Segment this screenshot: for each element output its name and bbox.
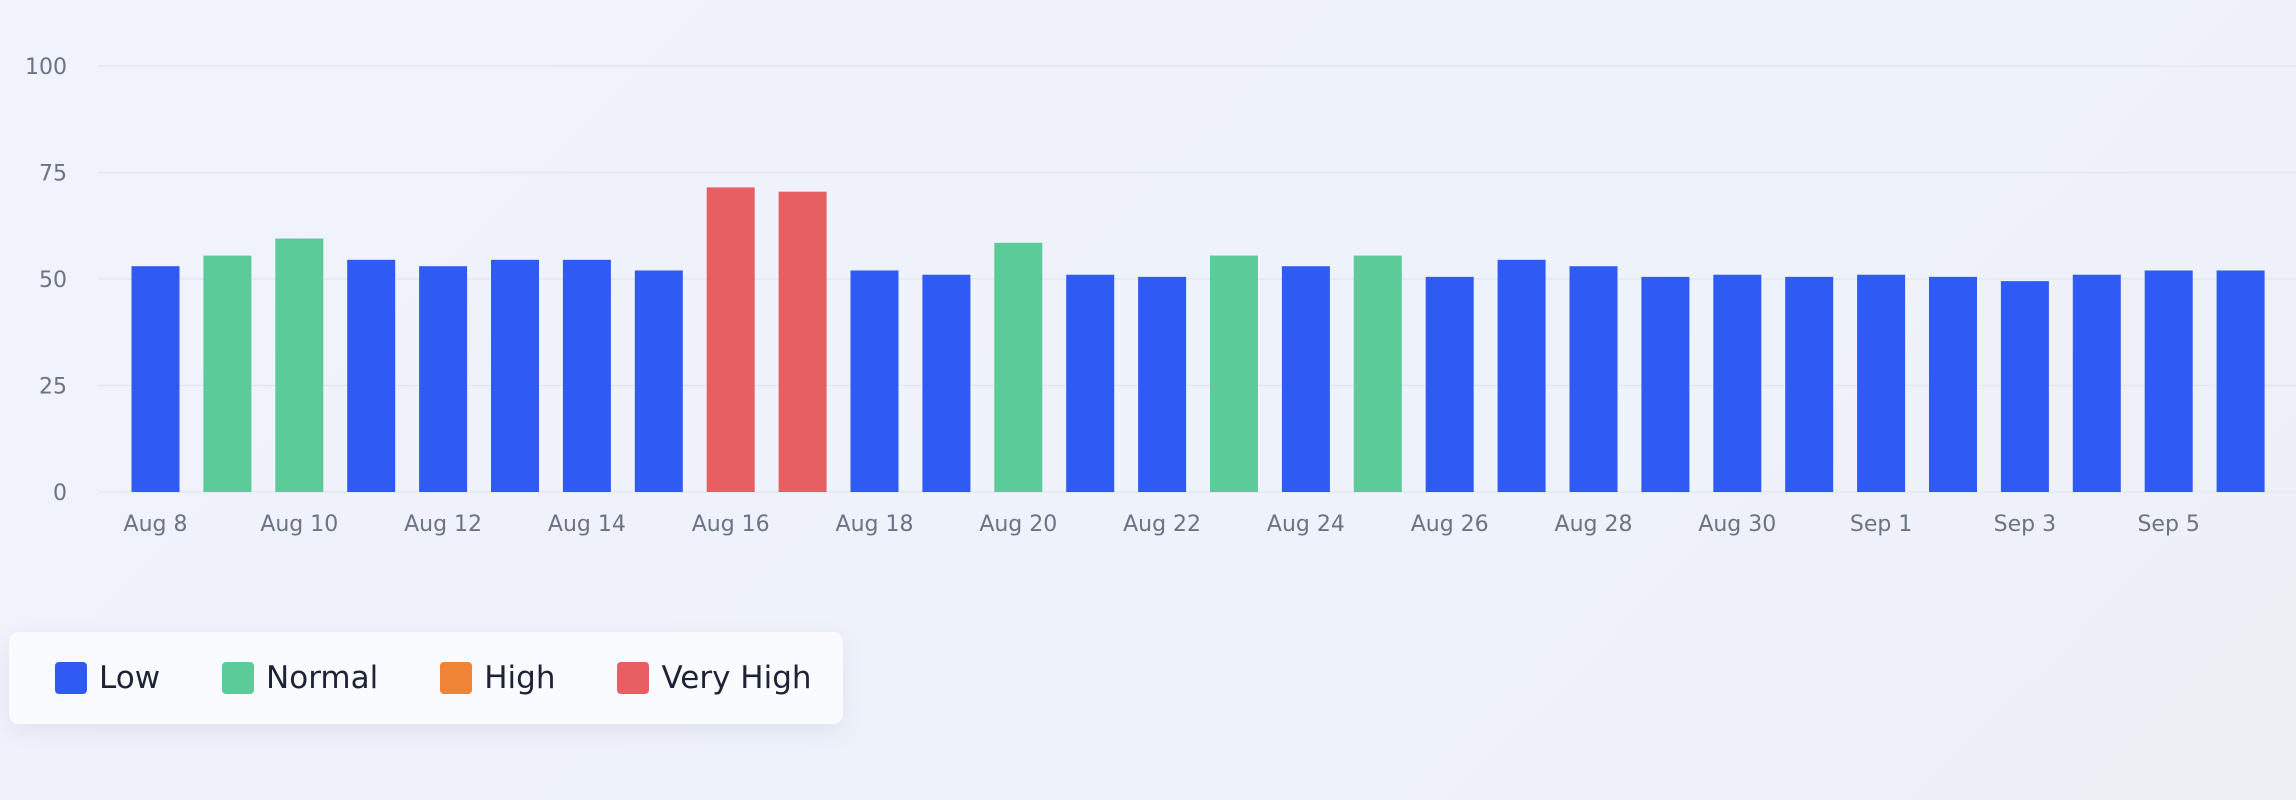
bar-sep-4 [2072, 274, 2121, 492]
legend-swatch-normal [222, 662, 255, 694]
bar-aug-19 [922, 274, 971, 492]
bar-aug-27 [1497, 259, 1546, 492]
legend-label-low: Low [99, 660, 161, 696]
bar-aug-28 [1569, 266, 1618, 492]
x-tick-label-aug-12: Aug 12 [404, 512, 482, 537]
bar-aug-14 [562, 259, 611, 492]
y-axis: 0 25 50 75 100 [25, 55, 67, 506]
x-tick-label-aug-16: Aug 16 [692, 512, 770, 537]
bar-aug-11 [347, 259, 396, 492]
x-tick-label-aug-26: Aug 26 [1411, 512, 1489, 537]
bar-aug-29 [1641, 276, 1690, 492]
bar-aug-21 [1066, 274, 1115, 492]
bar-aug-31 [1785, 276, 1834, 492]
x-tick-label-sep-3: Sep 3 [1994, 512, 2056, 537]
x-tick-label-sep-1: Sep 1 [1850, 512, 1912, 537]
x-tick-label-aug-22: Aug 22 [1123, 512, 1201, 537]
bar-aug-12 [419, 266, 468, 492]
x-tick-label-aug-20: Aug 20 [979, 512, 1057, 537]
x-tick-label-aug-14: Aug 14 [548, 512, 626, 537]
bar-aug-9 [203, 255, 252, 492]
legend-swatch-high [440, 662, 473, 694]
y-tick-label-75: 75 [39, 162, 67, 187]
x-tick-label-aug-24: Aug 24 [1267, 512, 1345, 537]
bar-aug-26 [1425, 276, 1474, 492]
legend-item-normal[interactable]: Normal [222, 660, 378, 696]
x-tick-label-aug-30: Aug 30 [1698, 512, 1776, 537]
x-axis: Aug 8 Aug 10 Aug 12 Aug 14 Aug 16 Aug 18 Aug 2… [124, 512, 2200, 537]
bar-aug-22 [1138, 276, 1187, 492]
bar-aug-25 [1353, 255, 1402, 492]
bar-aug-24 [1281, 266, 1330, 492]
bar-sep-6 [2216, 270, 2265, 492]
bar-aug-23 [1210, 255, 1258, 492]
x-tick-label-aug-18: Aug 18 [836, 512, 914, 537]
bar-aug-16 [706, 187, 755, 492]
x-tick-label-sep-5: Sep 5 [2137, 512, 2199, 537]
legend-item-low[interactable]: Low [55, 660, 160, 696]
y-tick-label-25: 25 [39, 375, 67, 400]
bar-aug-15 [634, 270, 683, 492]
bar-aug-30 [1713, 274, 1762, 492]
bar-chart: 0 25 50 75 100 Aug 8 Aug 10 Aug 12 Aug 14 Aug 16… [25, 55, 2296, 537]
x-tick-label-aug-28: Aug 28 [1555, 512, 1633, 537]
legend-swatch-very-high [617, 662, 650, 694]
y-tick-label-0: 0 [53, 481, 67, 506]
legend-label-high: High [484, 660, 556, 696]
y-tick-label-100: 100 [25, 55, 67, 80]
bar-sep-2 [1929, 276, 1977, 492]
bar-aug-18 [850, 270, 899, 492]
legend-swatch-low [55, 662, 87, 694]
legend-label-normal: Normal [266, 660, 379, 696]
legend-item-high[interactable]: High [440, 660, 555, 696]
bar-sep-5 [2144, 270, 2193, 492]
bar-sep-1 [1857, 274, 1906, 492]
y-tick-label-50: 50 [39, 268, 67, 293]
x-tick-label-aug-10: Aug 10 [260, 512, 338, 537]
bars [131, 187, 2265, 493]
bar-aug-20 [994, 242, 1043, 492]
bar-aug-13 [491, 259, 539, 492]
bar-sep-3 [2000, 281, 2049, 492]
bar-aug-10 [275, 238, 324, 492]
legend: Low Normal High Very High [9, 632, 843, 724]
bar-aug-8 [131, 266, 180, 492]
legend-item-very-high[interactable]: Very High [617, 660, 812, 696]
legend-label-very-high: Very High [661, 660, 812, 696]
bar-aug-17 [778, 191, 827, 493]
x-tick-label-aug-8: Aug 8 [124, 512, 188, 537]
